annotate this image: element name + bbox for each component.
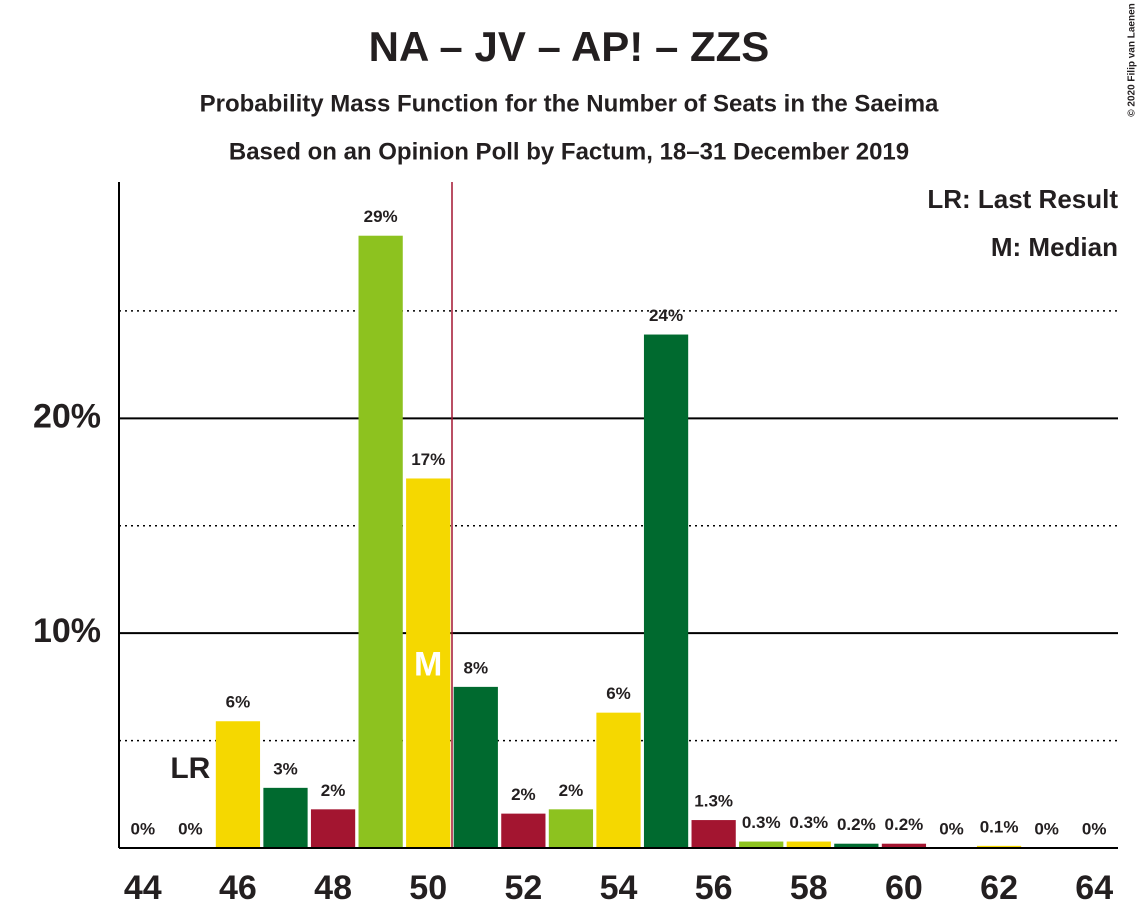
bar [976,845,1022,848]
legend-entry: M: Median [991,232,1118,262]
value-label: 0% [1034,819,1059,838]
x-tick-label: 58 [790,869,828,907]
value-label: 6% [606,684,631,703]
bar [834,843,879,848]
copyright: © 2020 Filip van Laenen [1127,3,1138,117]
bar [643,334,689,848]
x-tick-label: 60 [885,869,923,907]
bar [406,478,451,848]
y-tick-label: 20% [33,397,101,435]
value-label: 3% [273,759,298,778]
bar [310,809,356,848]
bar [453,686,498,848]
value-label: 17% [411,450,445,469]
value-label: 2% [321,781,346,800]
value-label: 0% [1082,819,1107,838]
bar [739,841,784,848]
x-tick-label: 48 [314,869,352,907]
value-label: 0% [178,819,203,838]
x-tick-label: 52 [504,869,542,907]
value-label: 0.2% [837,815,876,834]
x-tick-label: 62 [980,869,1018,907]
last-result-marker: LR [170,752,210,785]
value-label: 2% [511,785,536,804]
bar [263,787,308,848]
x-tick-label: 46 [219,869,257,907]
chart-subtitle: Based on an Opinion Poll by Factum, 18–3… [229,138,909,165]
bar [596,712,641,848]
bar [548,809,594,848]
median-marker: M [414,645,442,683]
value-label: 8% [463,658,488,677]
value-label: 6% [226,693,251,712]
value-label: 0% [939,819,964,838]
value-label: 0% [130,819,155,838]
x-tick-label: 64 [1075,869,1113,907]
x-tick-label: 54 [600,869,638,907]
value-label: 1.3% [694,792,733,811]
value-label: 29% [364,207,398,226]
value-label: 0.3% [789,813,828,832]
value-label: 0.3% [742,813,781,832]
y-tick-label: 10% [33,612,101,650]
x-tick-label: 50 [409,869,447,907]
value-label: 2% [559,781,584,800]
value-label: 24% [649,306,683,325]
bar [215,721,261,848]
bar [881,843,927,848]
bar [501,813,546,848]
value-label: 0.2% [885,815,924,834]
value-label: 0.1% [980,817,1019,836]
bar [691,820,736,848]
bar [786,841,831,848]
legend-entry: LR: Last Result [927,184,1118,214]
chart-subtitle: Probability Mass Function for the Number… [200,90,939,117]
chart-title: NA – JV – AP! – ZZS [369,23,770,70]
x-tick-label: 56 [695,869,733,907]
bar [358,235,403,849]
x-tick-label: 44 [124,869,162,907]
